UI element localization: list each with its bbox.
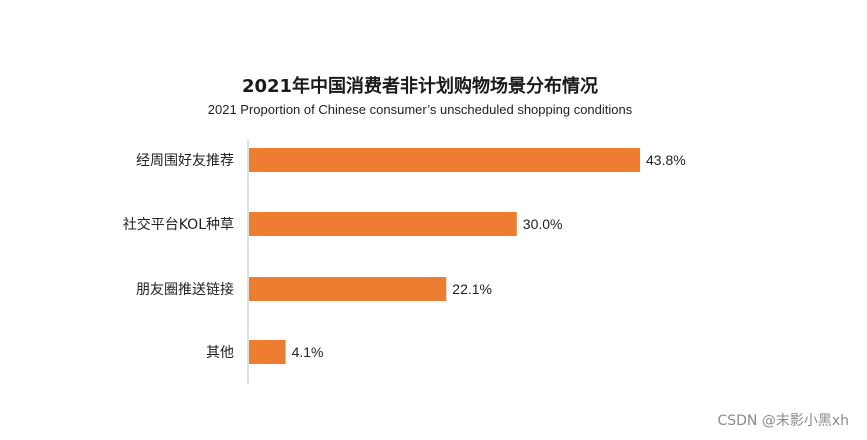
category-label: 社交平台KOL种草 — [123, 216, 234, 233]
bar — [249, 148, 640, 172]
category-label: 经周围好友推荐 — [136, 153, 234, 169]
watermark: CSDN @末影小黑xh — [717, 413, 849, 429]
bar — [249, 277, 447, 301]
chart-title: 2021年中国消费者非计划购物场景分布情况 — [241, 76, 599, 97]
data-label: 22.1% — [452, 281, 492, 297]
bar — [249, 340, 286, 364]
plot-area: 经周围好友推荐 43.8% 社交平台KOL种草 30.0% 朋友圈推送链接 22.1% 其他… — [123, 140, 686, 384]
category-label: 朋友圈推送链接 — [136, 281, 234, 298]
data-label: 30.0% — [523, 216, 563, 232]
category-label: 其他 — [206, 345, 234, 361]
chart-subtitle: 2021 Proportion of Chinese consumer’s un… — [207, 102, 633, 117]
data-label: 4.1% — [292, 344, 324, 360]
data-label: 43.8% — [646, 152, 686, 168]
bar — [249, 212, 517, 236]
